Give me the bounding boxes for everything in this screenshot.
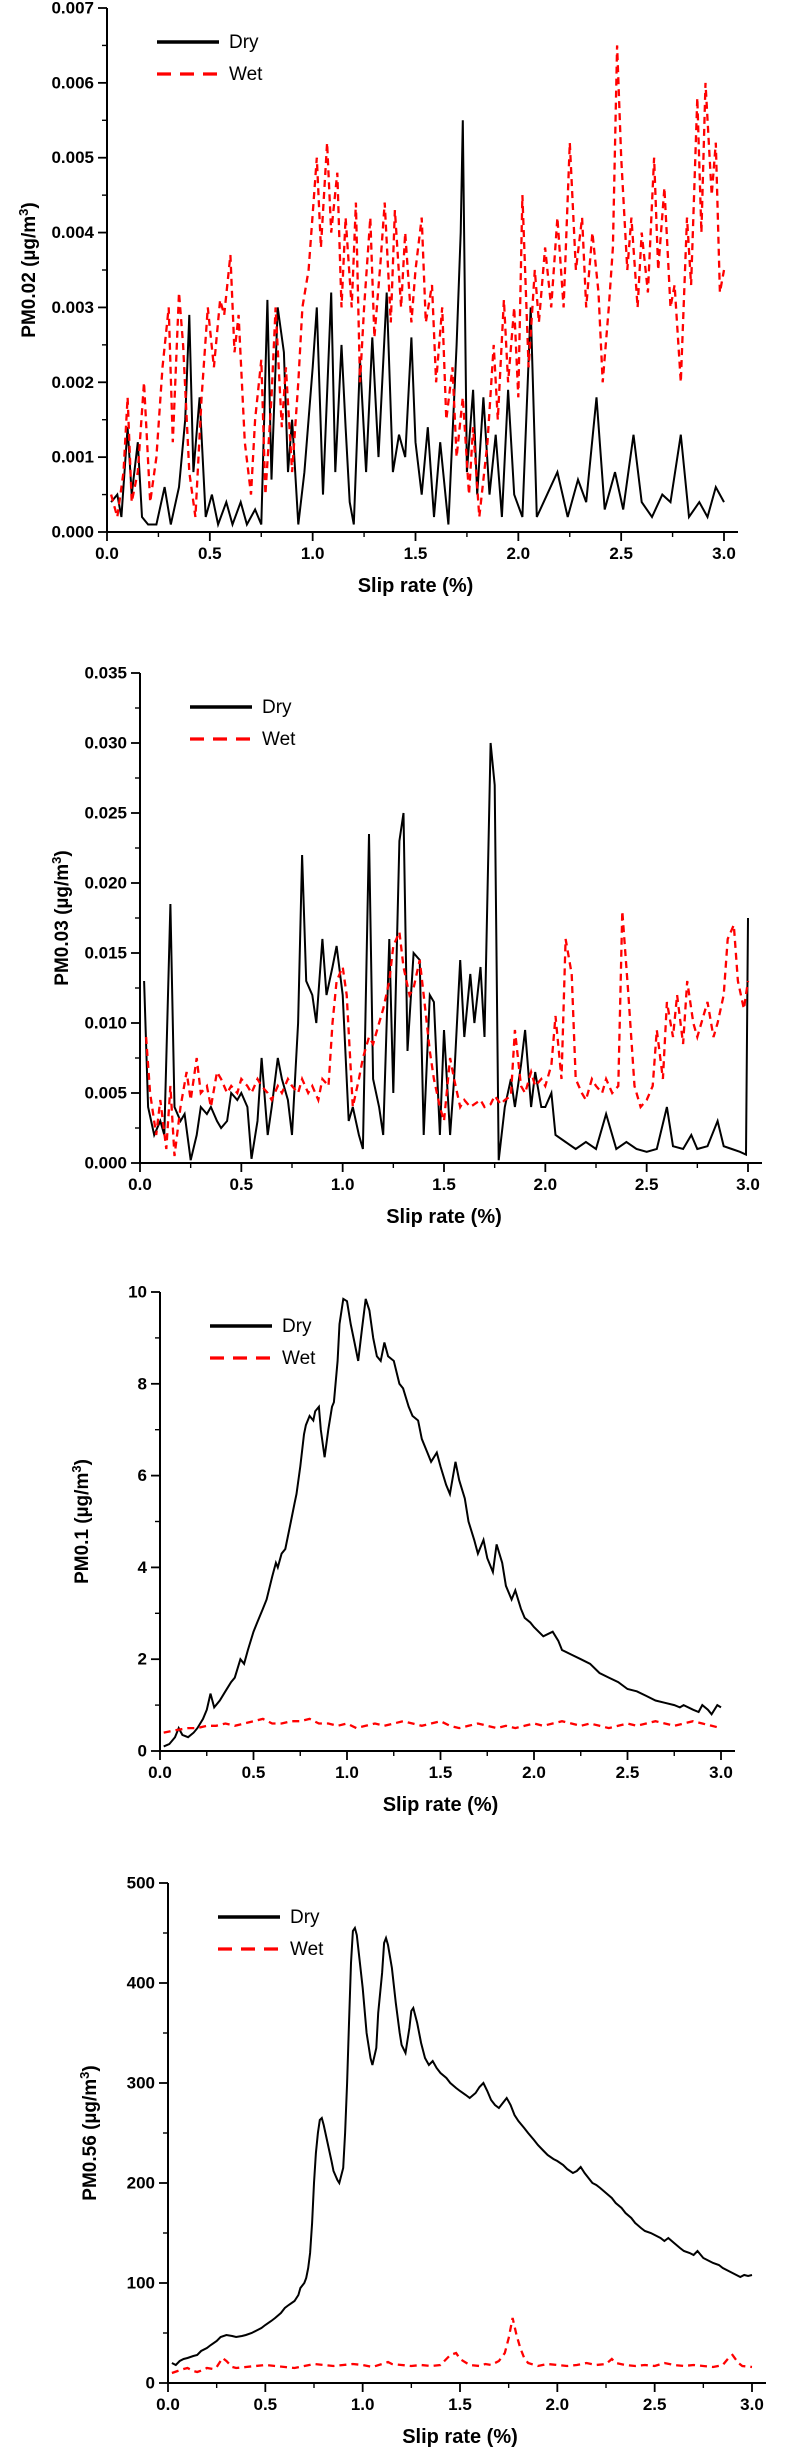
y-tick-label: 0.010	[84, 1013, 127, 1032]
legend-dry-label: Dry	[290, 1907, 320, 1928]
y-tick-label: 0.025	[84, 803, 127, 822]
legend-dry-label: Dry	[262, 697, 292, 718]
x-tick-label: 2.5	[609, 544, 633, 563]
x-axis-title: Slip rate (%)	[383, 1794, 499, 1816]
x-tick-label: 1.5	[404, 544, 428, 563]
x-tick-label: 2.5	[616, 1763, 640, 1782]
y-tick-label: 200	[127, 2173, 155, 2192]
x-tick-label: 0.5	[230, 1175, 254, 1194]
y-tick-label: 8	[138, 1374, 147, 1393]
chart-panel-pm0-56: 0.0 0.5 1.0 1.5 2.0 2.5 3.0 0 100 200 300 400 500 Sli…	[0, 1845, 800, 2460]
y-tick-label: 0.005	[84, 1083, 127, 1102]
x-tick-label: 2.5	[643, 2395, 667, 2414]
y-tick-label: 0.035	[84, 663, 127, 682]
x-tick-label: 1.0	[351, 2395, 375, 2414]
y-tick-label: 6	[138, 1466, 147, 1485]
x-tick-label: 0.0	[128, 1175, 152, 1194]
y-tick-label: 300	[127, 2073, 155, 2092]
x-tick-label: 3.0	[736, 1175, 760, 1194]
x-tick-label: 0.0	[156, 2395, 180, 2414]
x-tick-label: 2.0	[507, 544, 531, 563]
y-axis-title: PM0.03 (µg/m3)	[49, 850, 73, 985]
x-axis-title: Slip rate (%)	[402, 2426, 518, 2448]
legend-wet-label: Wet	[262, 729, 296, 750]
x-tick-label: 3.0	[740, 2395, 764, 2414]
y-tick-label: 0.015	[84, 943, 127, 962]
x-tick-label: 1.0	[331, 1175, 355, 1194]
y-tick-label: 0.005	[51, 148, 94, 167]
pm0-02-chart: 0.0 0.5 1.0 1.5 2.0 2.5 3.0 0.000 0.001 0.002 0.00…	[16, 0, 738, 597]
x-tick-label: 0.5	[198, 544, 222, 563]
wet-series-line	[109, 45, 726, 518]
x-tick-label: 0.0	[148, 1763, 172, 1782]
x-axis-title: Slip rate (%)	[358, 575, 474, 597]
y-tick-label: 0.000	[51, 522, 94, 541]
x-tick-label: 3.0	[709, 1763, 733, 1782]
x-tick-label: 0.5	[242, 1763, 266, 1782]
y-tick-label: 4	[138, 1558, 148, 1577]
chart-panel-pm0-02: 0.0 0.5 1.0 1.5 2.0 2.5 3.0 0.000 0.001 0.002 0.00…	[0, 0, 800, 615]
x-tick-label: 2.0	[522, 1763, 546, 1782]
y-tick-label: 0.004	[51, 223, 94, 242]
x-tick-label: 0.0	[95, 544, 119, 563]
pm0-03-chart: 0.0 0.5 1.0 1.5 2.0 2.5 3.0 0.000 0.005 0.010 0.01…	[49, 663, 762, 1228]
chart-panel-pm0-1: 0.0 0.5 1.0 1.5 2.0 2.5 3.0 0 2 4 6 8 10 Slip rate (%…	[0, 1230, 800, 1845]
dry-series-line	[163, 1297, 722, 1748]
y-tick-label: 0.006	[51, 73, 94, 92]
dry-series-line	[143, 742, 749, 1161]
y-tick-label: 2	[138, 1650, 147, 1669]
y-tick-label: 0.030	[84, 733, 127, 752]
x-tick-label: 2.0	[534, 1175, 558, 1194]
legend-dry-label: Dry	[282, 1316, 312, 1337]
wet-series-line	[163, 1717, 722, 1734]
legend-wet-label: Wet	[229, 64, 263, 85]
x-tick-label: 3.0	[712, 544, 736, 563]
y-axis-title: PM0.02 (µg/m3)	[16, 202, 40, 337]
y-tick-label: 0.003	[51, 298, 94, 317]
x-tick-label: 2.0	[546, 2395, 570, 2414]
dry-series-line	[171, 1925, 753, 2367]
x-tick-label: 1.5	[448, 2395, 472, 2414]
x-tick-label: 2.5	[635, 1175, 659, 1194]
y-tick-label: 10	[128, 1282, 147, 1301]
y-tick-label: 500	[127, 1873, 155, 1892]
legend-wet-label: Wet	[282, 1348, 316, 1369]
y-tick-label: 0.007	[51, 0, 94, 17]
x-tick-label: 1.0	[301, 544, 325, 563]
chart-panel-pm0-03: 0.0 0.5 1.0 1.5 2.0 2.5 3.0 0.000 0.005 0.010 0.01…	[0, 615, 800, 1230]
y-tick-label: 0.020	[84, 873, 127, 892]
legend-dry-label: Dry	[229, 32, 259, 53]
x-tick-label: 1.5	[429, 1763, 453, 1782]
x-tick-label: 0.5	[254, 2395, 278, 2414]
y-tick-label: 400	[127, 1973, 155, 1992]
x-tick-label: 1.0	[335, 1763, 359, 1782]
y-axis-title: PM0.56 (µg/m3)	[77, 2065, 101, 2200]
y-tick-label: 0.002	[51, 373, 94, 392]
y-tick-label: 100	[127, 2273, 155, 2292]
x-axis-title: Slip rate (%)	[386, 1206, 502, 1228]
y-tick-label: 0	[146, 2373, 155, 2392]
y-axis-title: PM0.1 (µg/m3)	[69, 1459, 93, 1584]
y-tick-label: 0.001	[51, 448, 94, 467]
wet-series-line	[171, 2317, 753, 2375]
y-tick-label: 0	[138, 1741, 147, 1760]
wet-series-line	[144, 910, 750, 1157]
dry-series-line	[110, 120, 725, 529]
x-tick-label: 1.5	[432, 1175, 456, 1194]
pm0-1-chart: 0.0 0.5 1.0 1.5 2.0 2.5 3.0 0 2 4 6 8 10 Slip rate (%…	[69, 1282, 735, 1816]
y-tick-label: 0.000	[84, 1153, 127, 1172]
pm0-56-chart: 0.0 0.5 1.0 1.5 2.0 2.5 3.0 0 100 200 300 400 500 Sli…	[77, 1873, 766, 2448]
legend-wet-label: Wet	[290, 1939, 324, 1960]
